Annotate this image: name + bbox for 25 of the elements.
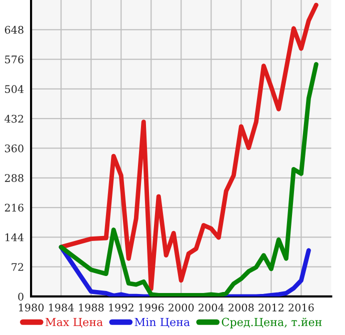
y-tick-label: 72 xyxy=(12,263,24,271)
legend-label: Max Цена xyxy=(46,318,103,328)
x-tick-label: 1996 xyxy=(139,304,164,312)
x-tick-label: 1988 xyxy=(79,304,104,312)
x-tick-label: 1992 xyxy=(109,304,134,312)
y-tick-label: 288 xyxy=(4,174,24,182)
y-tick-label: 0 xyxy=(18,292,24,301)
y-tick-label: 648 xyxy=(4,26,24,34)
x-tick-label: 2008 xyxy=(228,304,254,312)
x-tick-label: 2016 xyxy=(288,304,314,312)
y-tick-label: 576 xyxy=(5,56,24,64)
legend-label: Сред.Цена, т.йен xyxy=(222,318,322,328)
y-tick-label: 432 xyxy=(4,114,24,123)
y-tick-label: 504 xyxy=(5,85,24,94)
x-tick-label: 2012 xyxy=(258,304,284,312)
line-series xyxy=(58,62,318,296)
x-tick-label: 2000 xyxy=(168,304,194,312)
x-tick-label: 1984 xyxy=(49,304,74,312)
x-tick-label: 1980 xyxy=(19,304,44,312)
y-tick-label: 144 xyxy=(5,233,24,242)
line-series xyxy=(58,2,318,291)
legend-label: Min Цена xyxy=(134,318,190,328)
y-tick-label: 216 xyxy=(4,204,24,212)
x-tick-label: 2004 xyxy=(198,304,224,312)
y-tick-label: 360 xyxy=(5,144,24,152)
